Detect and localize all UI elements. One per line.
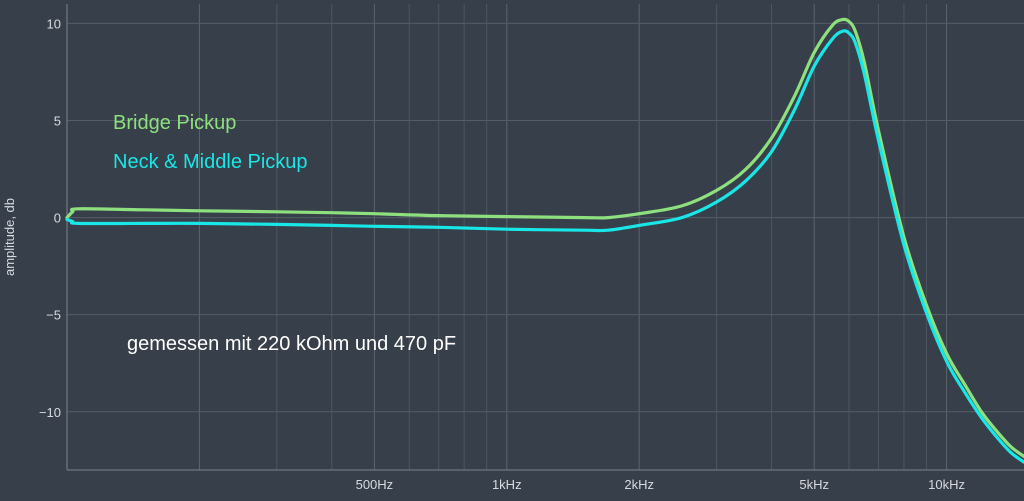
legend-entry-neck-middle-pickup: Neck & Middle Pickup — [113, 151, 308, 173]
y-axis-label: amplitude, db — [2, 198, 17, 276]
y-tick-label: −5 — [46, 308, 61, 323]
series-lines — [65, 17, 1024, 464]
x-tick-labels: 500Hz 1kHz 2kHz 5kHz 10kHz — [356, 477, 965, 492]
x-tick-label: 2kHz — [624, 477, 654, 492]
legend-entry-bridge-pickup: Bridge Pickup — [113, 112, 236, 134]
y-tick-label: −10 — [39, 405, 61, 420]
y-tick-label: 0 — [54, 211, 61, 226]
x-tick-label: 500Hz — [356, 477, 394, 492]
y-tick-labels: 10 5 0 −5 −10 — [39, 16, 61, 419]
x-tick-label: 5kHz — [799, 477, 829, 492]
y-tick-label: 5 — [54, 114, 61, 129]
legend: Bridge Pickup Neck & Middle Pickup — [113, 112, 308, 173]
x-tick-label: 1kHz — [492, 477, 522, 492]
grid — [66, 4, 1024, 470]
y-tick-label: 10 — [47, 16, 61, 31]
series-line-neck-middle-pickup — [65, 29, 1024, 464]
series-line-bridge-pickup — [65, 17, 1024, 458]
annotation: gemessen mit 220 kOhm und 470 pF — [127, 333, 456, 355]
x-tick-label: 10kHz — [928, 477, 965, 492]
axes — [66, 4, 1024, 471]
